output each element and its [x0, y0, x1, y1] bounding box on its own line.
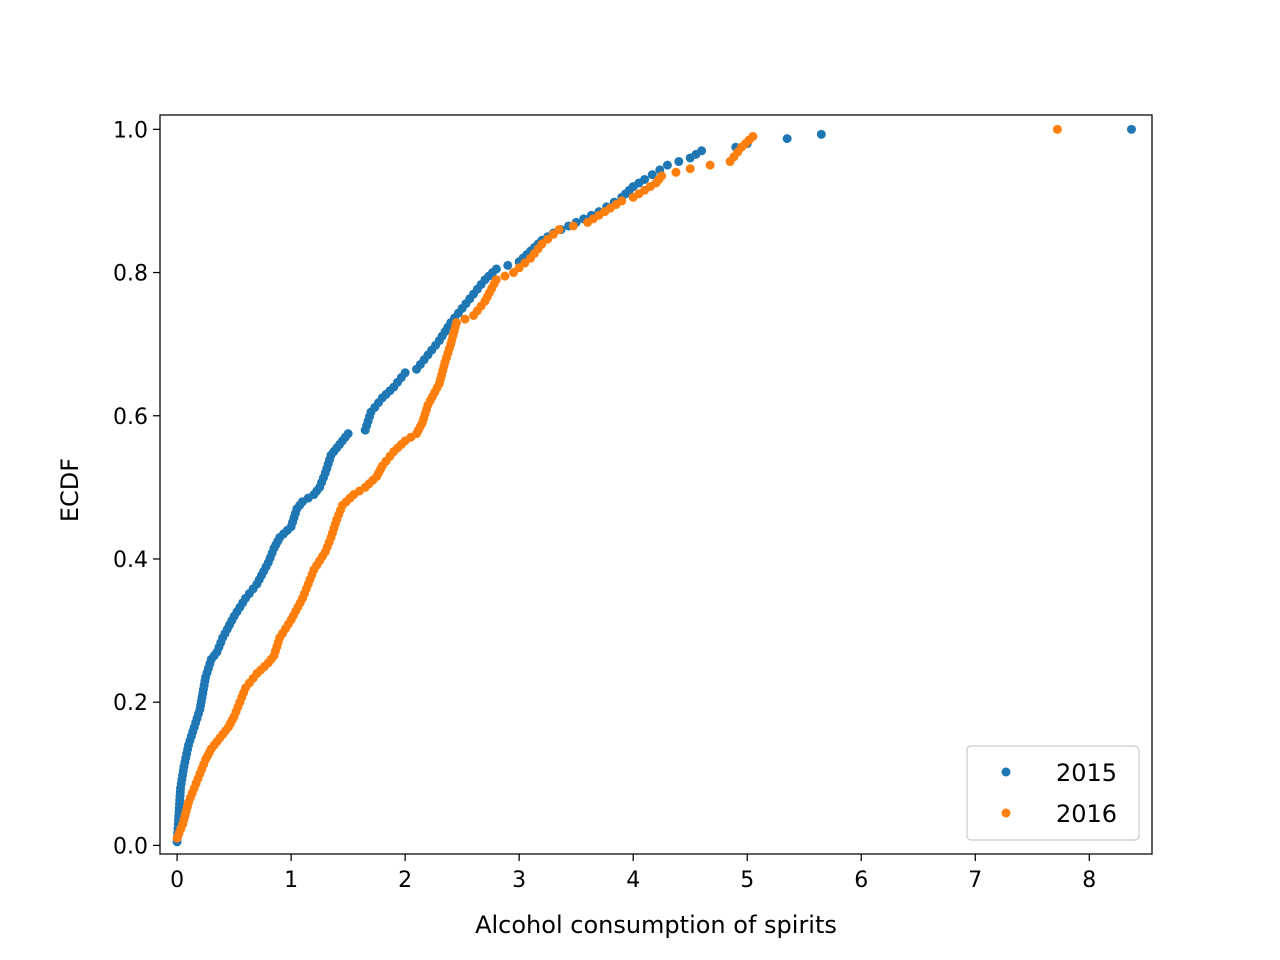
legend-marker-2016	[1001, 808, 1011, 818]
y-tick-label: 0.8	[113, 262, 148, 287]
x-tick-label: 0	[170, 868, 184, 893]
data-point-2016	[657, 171, 667, 181]
y-tick-label: 0.0	[113, 834, 148, 859]
data-point-2015	[782, 134, 792, 144]
data-point-2016	[568, 221, 578, 231]
x-tick-label: 5	[740, 868, 754, 893]
data-point-2016	[617, 196, 627, 206]
y-axis-label: ECDF	[56, 458, 84, 522]
data-point-2015	[697, 146, 707, 156]
plot-frame	[159, 114, 1153, 855]
legend-box	[966, 745, 1140, 841]
y-tick-label: 0.2	[113, 691, 148, 716]
data-point-2016	[460, 314, 470, 324]
data-point-2015	[491, 264, 501, 274]
data-point-2016	[451, 318, 461, 328]
x-tick-label: 7	[968, 868, 982, 893]
data-point-2016	[705, 160, 715, 170]
x-tick-label: 3	[512, 868, 526, 893]
data-point-2015	[674, 157, 684, 167]
legend-label-2015: 2015	[1056, 759, 1117, 787]
x-tick-label: 1	[284, 868, 298, 893]
data-points	[172, 124, 1136, 847]
x-tick-label: 8	[1082, 868, 1096, 893]
data-point-2015	[503, 260, 513, 270]
x-tick-label: 2	[398, 868, 412, 893]
y-axis: 0.0 0.2 0.4 0.6 0.8 1.0	[113, 118, 160, 859]
data-point-2015	[640, 174, 650, 184]
data-point-2015	[1126, 124, 1136, 134]
legend-marker-2015	[1001, 767, 1011, 777]
data-point-2016	[500, 271, 510, 281]
x-axis: 0 1 2 3 4 5 6 7 8	[170, 854, 1096, 893]
data-point-2015	[816, 129, 826, 139]
data-point-2015	[662, 160, 672, 170]
y-tick-label: 0.4	[113, 548, 148, 573]
x-tick-label: 6	[854, 868, 868, 893]
y-tick-label: 0.6	[113, 405, 148, 430]
legend: 2015 2016	[966, 745, 1140, 841]
data-point-2015	[400, 368, 410, 378]
data-point-2015	[647, 170, 657, 180]
y-tick-label: 1.0	[113, 118, 148, 143]
legend-label-2016: 2016	[1056, 800, 1117, 828]
x-axis-label: Alcohol consumption of spirits	[475, 911, 837, 939]
data-point-2016	[554, 225, 564, 235]
data-point-2016	[1052, 124, 1062, 134]
data-point-2015	[343, 429, 353, 439]
data-point-2016	[748, 131, 758, 141]
x-tick-label: 4	[626, 868, 640, 893]
data-point-2016	[491, 275, 501, 285]
data-point-2016	[671, 167, 681, 177]
data-point-2016	[685, 164, 695, 174]
